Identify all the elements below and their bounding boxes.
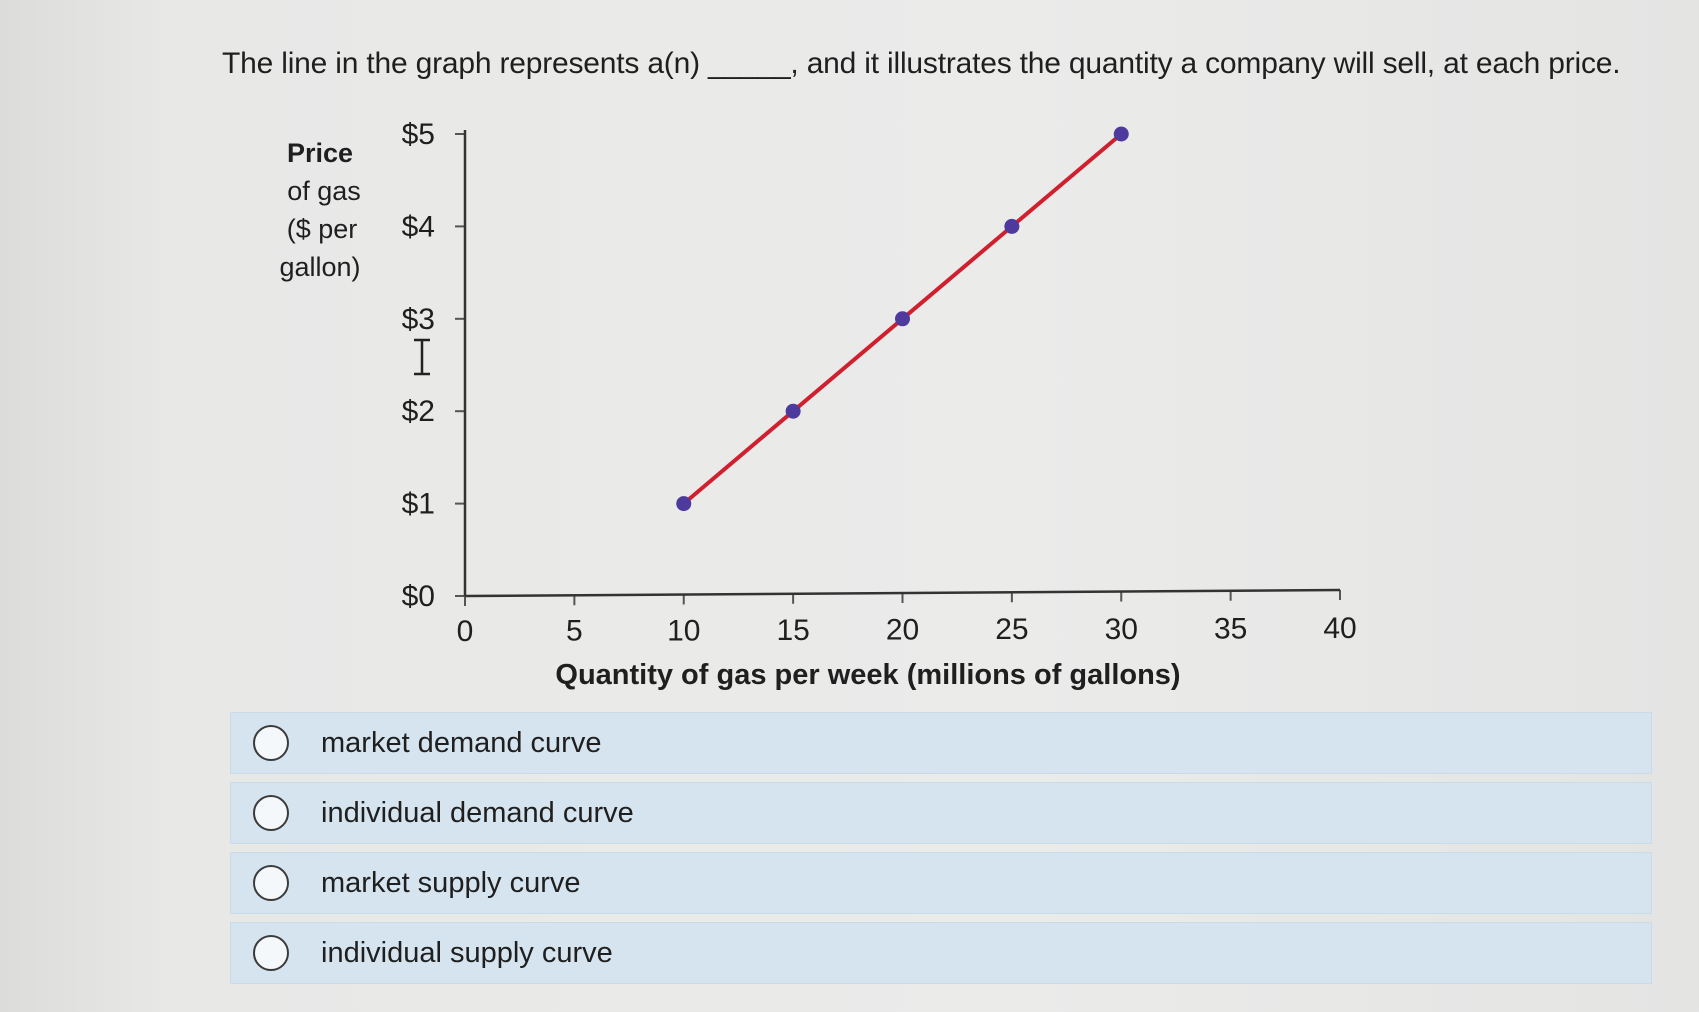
radio-button-icon[interactable]: [253, 795, 289, 831]
question-text: The line in the graph represents a(n) __…: [222, 47, 1621, 80]
y-axis-title: Price of gas ($ per gallon): [279, 138, 360, 282]
y-tick-label: $4: [402, 210, 435, 243]
x-tick-label: 0: [457, 615, 474, 648]
data-point: [1113, 126, 1129, 142]
y-axis-title-line: Price: [287, 138, 353, 168]
radio-button-icon[interactable]: [253, 935, 289, 971]
option-individual-demand-curve[interactable]: individual demand curve: [230, 782, 1652, 844]
x-tick-label: 20: [886, 614, 919, 647]
data-point: [1004, 218, 1020, 234]
option-market-supply-curve[interactable]: market supply curve: [230, 852, 1652, 914]
option-individual-supply-curve[interactable]: individual supply curve: [230, 922, 1652, 984]
option-label: market demand curve: [321, 726, 602, 759]
radio-button-icon[interactable]: [253, 865, 289, 901]
data-point: [785, 403, 801, 419]
x-tick-label: 15: [776, 614, 809, 647]
y-axis-title-line: gallon): [279, 252, 360, 282]
option-label: individual demand curve: [321, 796, 634, 829]
data-point: [676, 496, 692, 512]
text-cursor-icon: [414, 338, 430, 376]
x-tick-label: 35: [1214, 612, 1247, 645]
x-tick-label: 30: [1105, 613, 1138, 646]
radio-button-icon[interactable]: [253, 725, 289, 761]
y-tick-label: $2: [402, 395, 435, 428]
option-label: market supply curve: [321, 866, 581, 899]
supply-chart: Price of gas ($ per gallon) $0 $1 $2 $3 $4 $5 0 5…: [279, 118, 1357, 691]
data-point: [895, 311, 910, 327]
x-tick-label: 10: [667, 614, 700, 647]
x-axis-title: Quantity of gas per week (millions of ga…: [555, 659, 1180, 691]
y-tick-label: $3: [402, 303, 435, 336]
y-tick-label: $0: [402, 580, 435, 613]
x-tick-label: 5: [566, 615, 583, 648]
x-axis-ticks: 0 5 10 15 20 25 30 35 40: [457, 590, 1357, 648]
series-group: [676, 126, 1129, 512]
supply-line: [682, 132, 1123, 506]
x-tick-label: 40: [1323, 612, 1356, 645]
x-tick-label: 25: [995, 613, 1028, 646]
option-label: individual supply curve: [321, 936, 613, 969]
y-tick-label: $1: [402, 488, 435, 521]
option-market-demand-curve[interactable]: market demand curve: [230, 712, 1652, 774]
y-axis-title-line: ($ per: [287, 214, 358, 244]
y-tick-label: $5: [402, 118, 435, 151]
answer-options: market demand curve individual demand cu…: [230, 712, 1652, 992]
y-axis-title-line: of gas: [287, 176, 361, 206]
x-axis-line: [464, 588, 1341, 598]
